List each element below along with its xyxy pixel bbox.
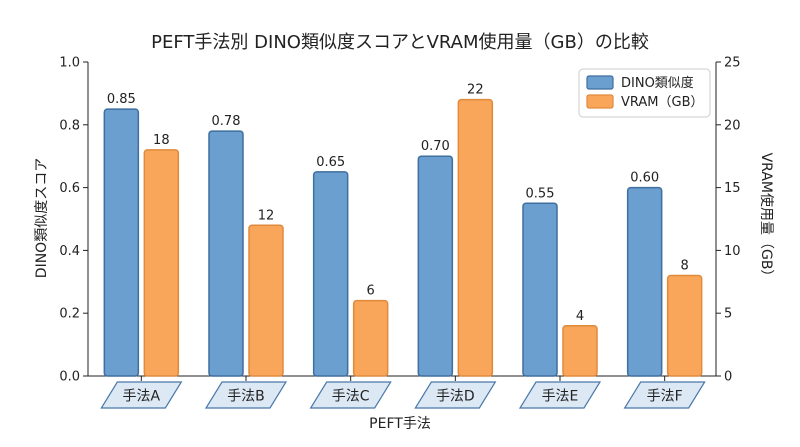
y-tick-right-label: 0 — [724, 370, 732, 385]
data-label-dino: 0.85 — [107, 92, 136, 107]
x-axis-label: PEFT手法 — [369, 416, 431, 432]
chart-title: PEFT手法別 DINO類似度スコアとVRAM使用量（GB）の比較 — [151, 32, 649, 53]
y-axis-label-right: VRAM使用量（GB） — [758, 153, 775, 284]
bar-vram — [143, 149, 180, 377]
data-label-vram: 18 — [153, 133, 170, 148]
data-label-vram: 22 — [467, 83, 484, 98]
y-tick-right-label: 15 — [724, 181, 741, 196]
y-tick-left-label: 0.8 — [59, 118, 80, 133]
x-tick-label: 手法B — [227, 389, 265, 405]
category-label-box — [623, 381, 706, 409]
y-tick-left-label: 1.0 — [59, 56, 80, 71]
data-label-vram: 4 — [576, 309, 584, 324]
bar-dino — [522, 202, 558, 377]
y-axis-label-left: DINO類似度スコア — [34, 158, 50, 278]
data-label-vram: 8 — [681, 259, 689, 274]
y-tick-left-label: 0.0 — [59, 370, 80, 385]
x-tick-label: 手法A — [123, 389, 161, 405]
data-label-vram: 6 — [367, 284, 375, 299]
bar-dino — [103, 108, 140, 377]
category-label-box — [204, 381, 288, 409]
data-label-dino: 0.65 — [316, 155, 345, 170]
y-tick-right-label: 5 — [724, 307, 732, 322]
x-tick-label: 手法D — [436, 389, 475, 405]
legend-swatch — [586, 94, 614, 109]
bar-vram — [562, 325, 598, 377]
plot-area: 0.0 0.2 0.4 0.6 0.8 1.0 0 5 10 15 20 25 0.85 18 手法A 0.7… — [59, 56, 741, 409]
x-tick-label: 手法C — [332, 389, 370, 405]
bar-dino — [208, 130, 244, 377]
legend-entry: DINO類似度 — [621, 75, 694, 91]
data-label-dino: 0.60 — [630, 171, 659, 186]
data-label-vram: 12 — [258, 208, 275, 223]
bar-vram — [248, 224, 284, 377]
data-label-dino: 0.55 — [526, 186, 555, 201]
y-tick-left-label: 0.4 — [59, 244, 80, 259]
bar-vram — [666, 274, 703, 377]
bar-dino — [417, 155, 454, 377]
data-label-dino: 0.70 — [421, 139, 450, 154]
y-tick-right-label: 10 — [724, 244, 741, 259]
y-tick-right-label: 25 — [724, 56, 741, 71]
x-tick-label: 手法E — [542, 389, 579, 405]
y-tick-right-label: 20 — [724, 118, 741, 133]
bar-vram — [352, 299, 389, 377]
legend-entry: VRAM（GB） — [621, 95, 704, 110]
bar-dino — [312, 171, 349, 377]
category-label-box — [100, 381, 183, 409]
legend: DINO類似度 VRAM（GB） — [578, 68, 711, 118]
y-tick-left-label: 0.6 — [59, 181, 80, 196]
category-label-box — [518, 381, 602, 409]
category-label-box — [414, 381, 497, 409]
y-tick-left-label: 0.2 — [59, 307, 80, 322]
category-label-box — [309, 381, 392, 409]
data-label-dino: 0.78 — [212, 114, 241, 129]
legend-swatch — [586, 75, 614, 90]
x-tick-label: 手法F — [647, 389, 683, 405]
bar-vram — [457, 98, 494, 377]
bar-dino — [626, 186, 663, 377]
